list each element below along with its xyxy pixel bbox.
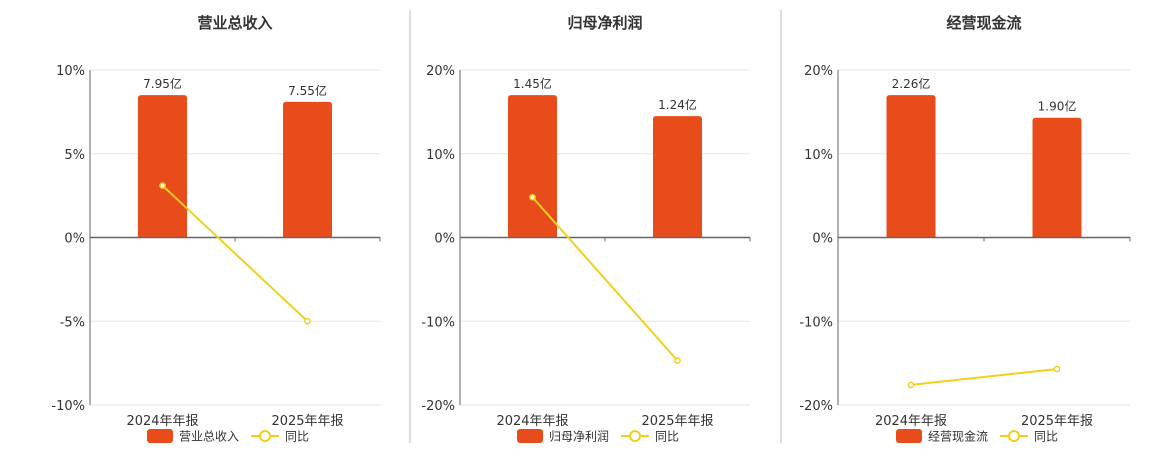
legend-swatch-marker: [629, 430, 641, 442]
bar-value-label: 1.90亿: [1038, 99, 1077, 114]
bar-2: [283, 101, 332, 238]
bar-1: [886, 95, 936, 238]
yoy-line: [161, 184, 309, 322]
legend-label-bar: 经营现金流: [928, 429, 988, 444]
bar-value-label: 7.95亿: [143, 76, 182, 91]
yoy-point-2: [1053, 365, 1061, 373]
y-tick-label: -20%: [421, 399, 455, 414]
yoy-point-1: [529, 193, 536, 201]
bar-value-label: 7.55亿: [288, 83, 327, 98]
chart-panel-3: 经营现金流 20% 10% 0% -10% -20% 2.26亿 1.90亿 2024年年报 20…: [799, 14, 1131, 444]
y-tick-label: 10%: [804, 148, 833, 163]
legend-label-line: 同比: [285, 430, 309, 444]
legend-swatch-bar: [896, 429, 922, 443]
x-category-label: 2025年年报: [271, 414, 343, 429]
yoy-point-2: [304, 317, 311, 325]
y-tick-label: -10%: [799, 315, 833, 330]
chart-title: 营业总收入: [197, 14, 272, 32]
y-tick-label: 20%: [426, 64, 455, 79]
y-tick-label: -10%: [51, 399, 85, 414]
yoy-point-1: [907, 381, 915, 389]
y-tick-label: -20%: [799, 399, 833, 414]
y-tick-label: 10%: [426, 148, 455, 163]
x-category-label: 2024年年报: [875, 414, 947, 429]
y-tick-label: 0%: [434, 232, 455, 247]
x-category-label: 2024年年报: [496, 414, 568, 429]
bar-2: [653, 116, 702, 238]
yoy-line: [910, 367, 1058, 386]
legend-swatch-marker: [259, 430, 271, 442]
legend-label-line: 同比: [655, 430, 679, 444]
chart-title: 经营现金流: [946, 14, 1021, 32]
legend-swatch-bar: [147, 429, 173, 443]
bar-1: [508, 95, 557, 238]
bar-2: [1032, 117, 1082, 238]
bar-value-label: 1.45亿: [513, 76, 552, 91]
chart-panel-2: 归母净利润 20% 10% 0% -10% -20% 1.45亿 1.24亿 2024年年报 20…: [421, 14, 751, 444]
y-tick-label: 10%: [56, 64, 85, 79]
yoy-line: [531, 196, 679, 362]
y-tick-label: 0%: [812, 232, 833, 247]
y-tick-label: 0%: [64, 232, 85, 247]
legend-label-line: 同比: [1034, 430, 1058, 444]
bar-value-label: 1.24亿: [658, 97, 697, 112]
y-tick-label: 5%: [64, 148, 85, 163]
bar-1: [138, 95, 187, 238]
legend-swatch-marker: [1008, 430, 1020, 442]
yoy-point-2: [674, 357, 681, 364]
x-category-label: 2024年年报: [126, 414, 198, 429]
x-category-label: 2025年年报: [641, 414, 713, 429]
yoy-point-1: [159, 182, 166, 189]
chart-title: 归母净利润: [567, 14, 642, 32]
legend-label-bar: 营业总收入: [179, 430, 239, 444]
y-tick-label: -10%: [421, 315, 455, 330]
bar-value-label: 2.26亿: [892, 76, 931, 91]
legend-swatch-bar: [517, 429, 543, 443]
y-tick-label: 20%: [804, 64, 833, 79]
x-category-label: 2025年年报: [1021, 414, 1093, 429]
legend-label-bar: 归母净利润: [549, 430, 609, 444]
y-tick-label: -5%: [60, 315, 85, 330]
chart-panel-1: 营业总收入 10% 5% 0% -5% -10% 7.95亿 7.55亿 2024年年报 2025…: [51, 14, 381, 444]
